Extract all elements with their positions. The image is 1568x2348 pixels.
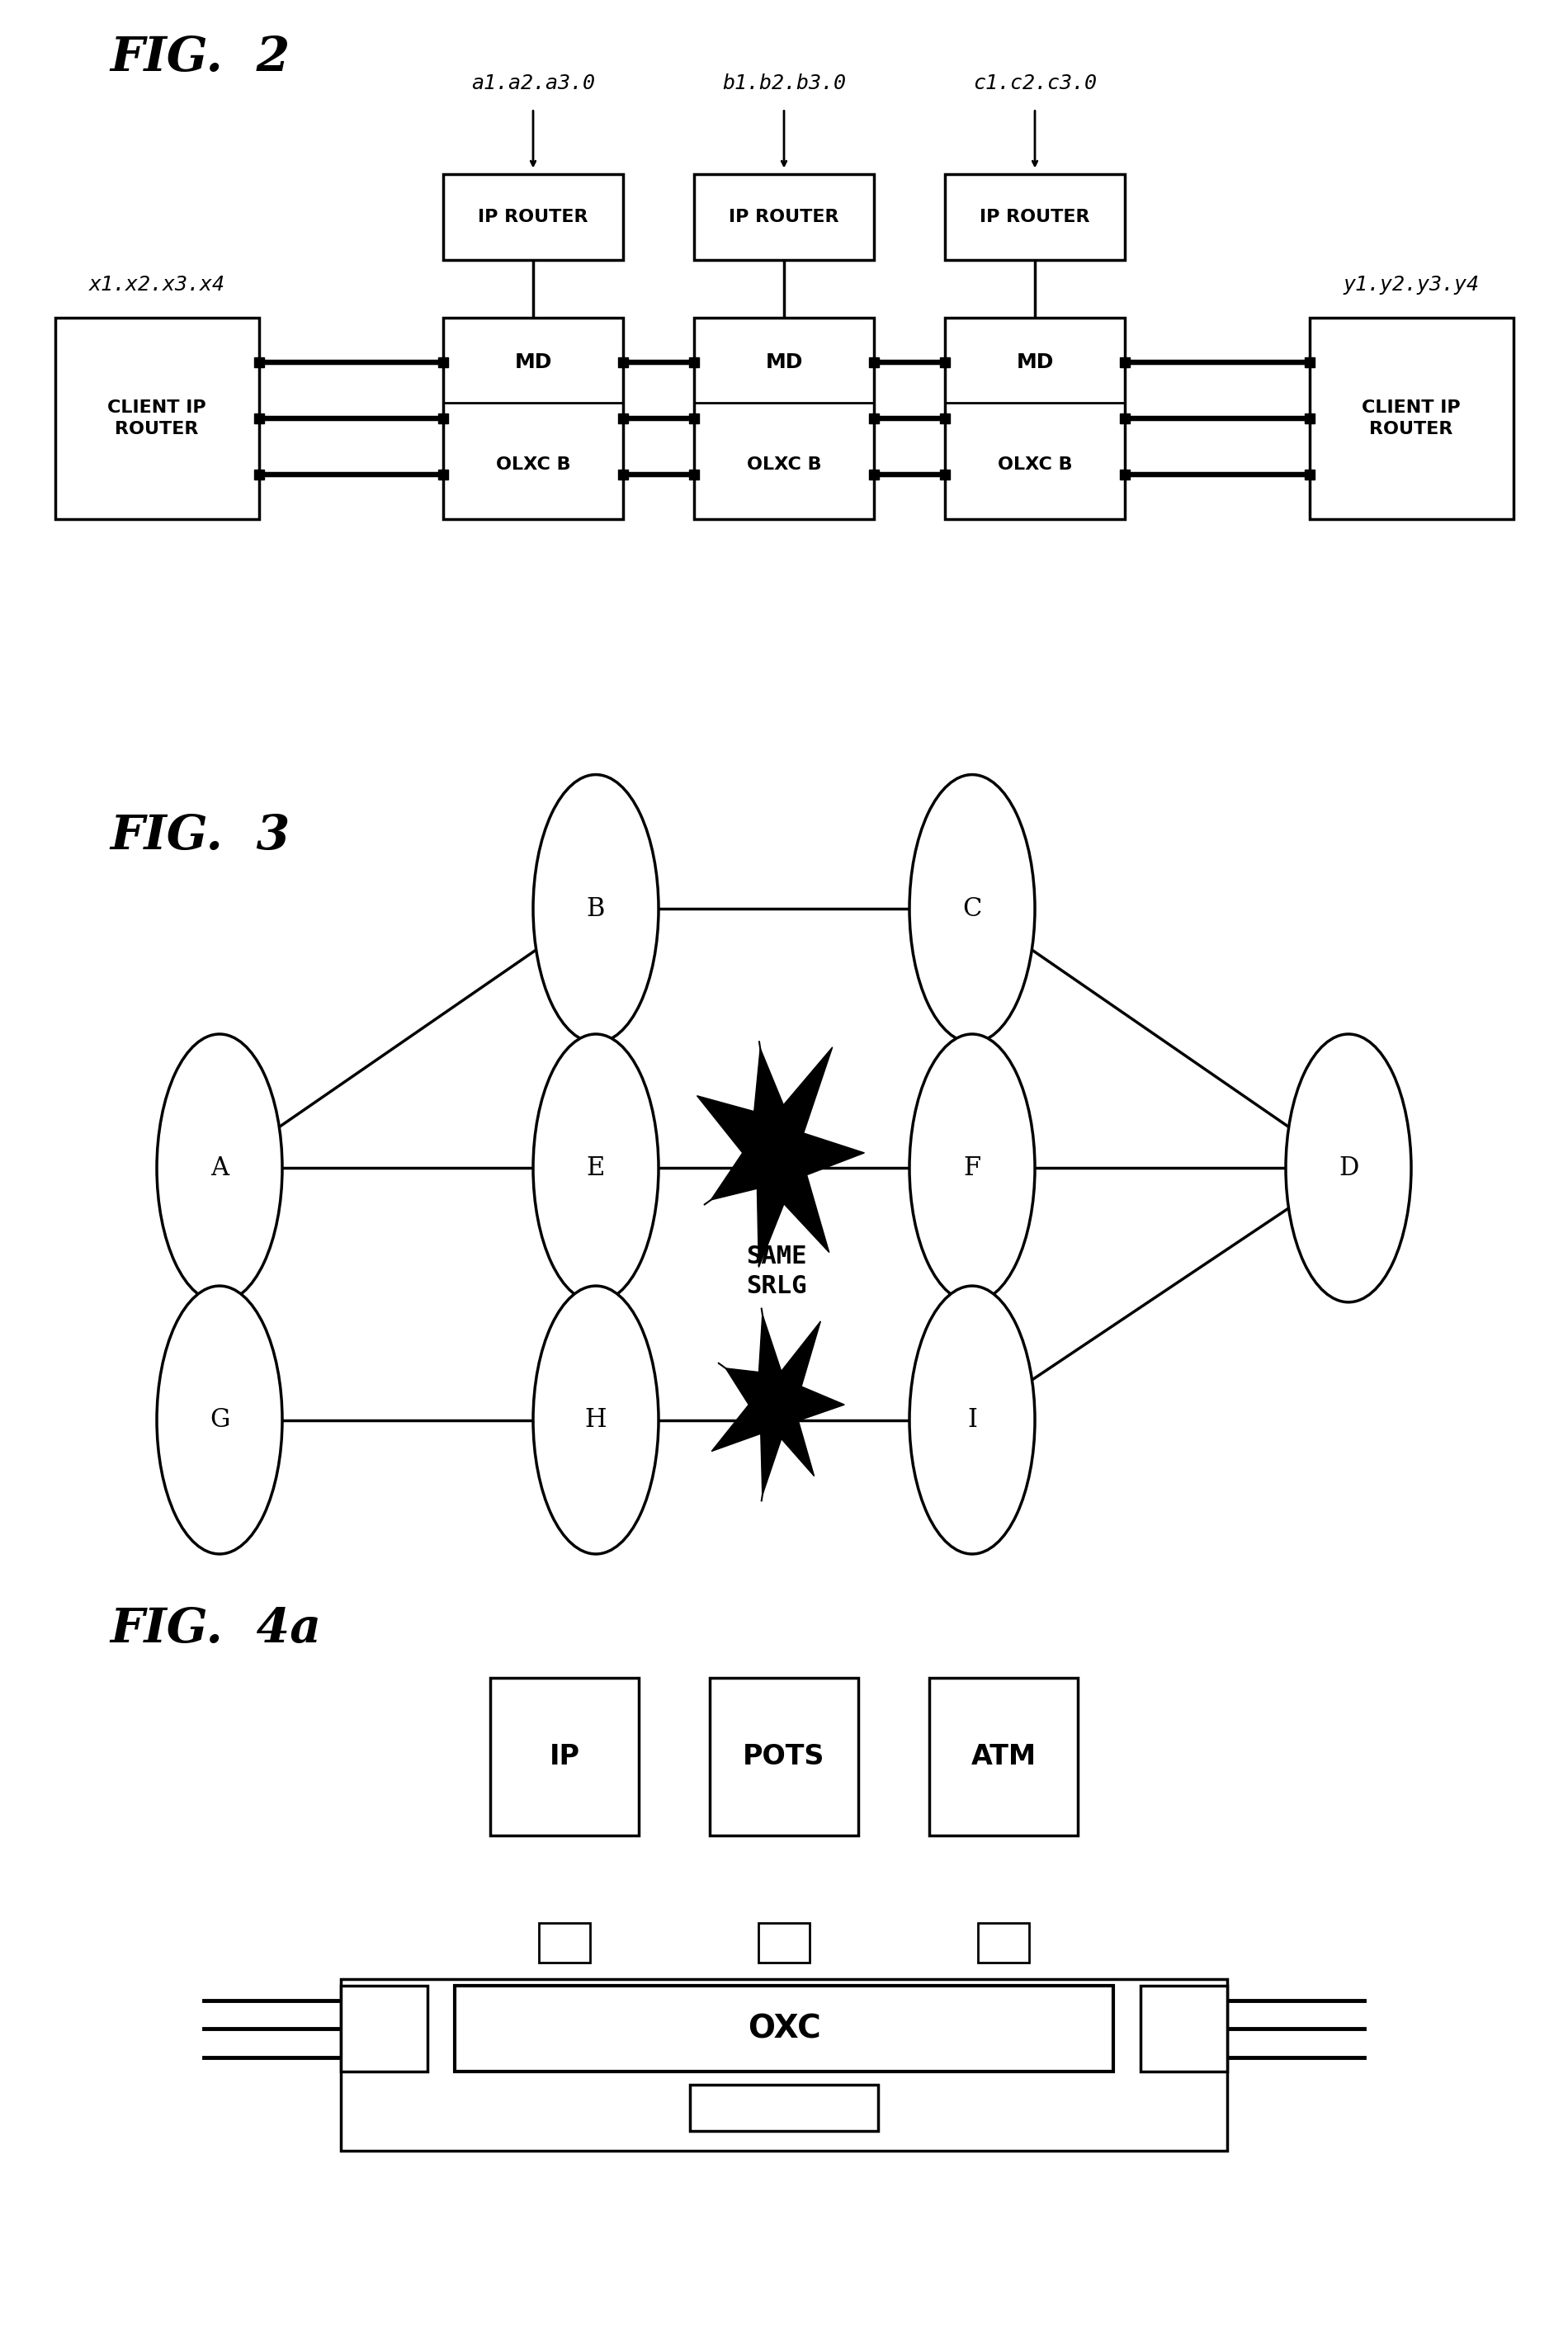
Text: B: B [586,897,605,920]
Bar [340,1979,1226,2151]
Text: A: A [210,1155,229,1181]
Polygon shape [712,1315,845,1496]
Ellipse shape [909,1033,1035,1303]
Text: E: E [586,1155,605,1181]
Text: MD: MD [1016,352,1054,373]
Polygon shape [696,1047,864,1268]
Ellipse shape [157,1287,282,1554]
Text: IP ROUTER: IP ROUTER [729,209,839,225]
Text: OLXC B: OLXC B [746,456,822,474]
Text: C: C [963,897,982,920]
Text: x1.x2.x3.x4: x1.x2.x3.x4 [89,275,224,294]
Bar [944,317,1126,519]
Text: y1.y2.y3.y4: y1.y2.y3.y4 [1344,275,1479,294]
Text: c1.c2.c3.0: c1.c2.c3.0 [974,73,1096,94]
Text: MD: MD [514,352,552,373]
Text: a1.a2.a3.0: a1.a2.a3.0 [472,73,594,94]
Text: CLIENT IP
ROUTER: CLIENT IP ROUTER [108,399,205,437]
Text: MD: MD [765,352,803,373]
Text: IP: IP [549,1742,580,1770]
Bar [944,174,1126,261]
Text: b1.b2.b3.0: b1.b2.b3.0 [723,73,845,94]
Text: FIG.  3: FIG. 3 [110,812,290,859]
Bar [342,1986,426,2071]
Text: OLXC B: OLXC B [997,456,1073,474]
Text: G: G [210,1406,229,1432]
Text: IP ROUTER: IP ROUTER [980,209,1090,225]
Text: F: F [963,1155,982,1181]
Text: CLIENT IP
ROUTER: CLIENT IP ROUTER [1363,399,1460,437]
Bar [693,174,875,261]
Text: H: H [585,1406,607,1432]
Text: ATM: ATM [971,1742,1036,1770]
Text: OLXC B: OLXC B [495,456,571,474]
Ellipse shape [533,1287,659,1554]
Bar [489,1679,640,1836]
Bar [1309,317,1513,519]
Bar [455,1986,1113,2071]
Text: D: D [1339,1155,1358,1181]
Text: FIG.  4a: FIG. 4a [110,1606,321,1653]
Text: I: I [967,1406,977,1432]
Ellipse shape [1286,1033,1411,1303]
Bar [759,1923,809,1963]
Text: IP ROUTER: IP ROUTER [478,209,588,225]
Ellipse shape [157,1033,282,1303]
Bar [690,2085,878,2132]
Bar [978,1923,1030,1963]
Ellipse shape [533,775,659,1043]
Bar [1142,1986,1226,2071]
Ellipse shape [909,775,1035,1043]
Bar [442,174,622,261]
Ellipse shape [533,1033,659,1303]
Text: POTS: POTS [743,1742,825,1770]
Bar [539,1923,590,1963]
Bar [693,317,875,519]
Bar [55,317,259,519]
Bar [709,1679,859,1836]
Ellipse shape [909,1287,1035,1554]
Text: FIG.  2: FIG. 2 [110,35,290,82]
Text: OXC: OXC [748,2012,820,2045]
Text: SAME
SRLG: SAME SRLG [746,1244,806,1298]
Bar [442,317,622,519]
Bar [928,1679,1079,1836]
